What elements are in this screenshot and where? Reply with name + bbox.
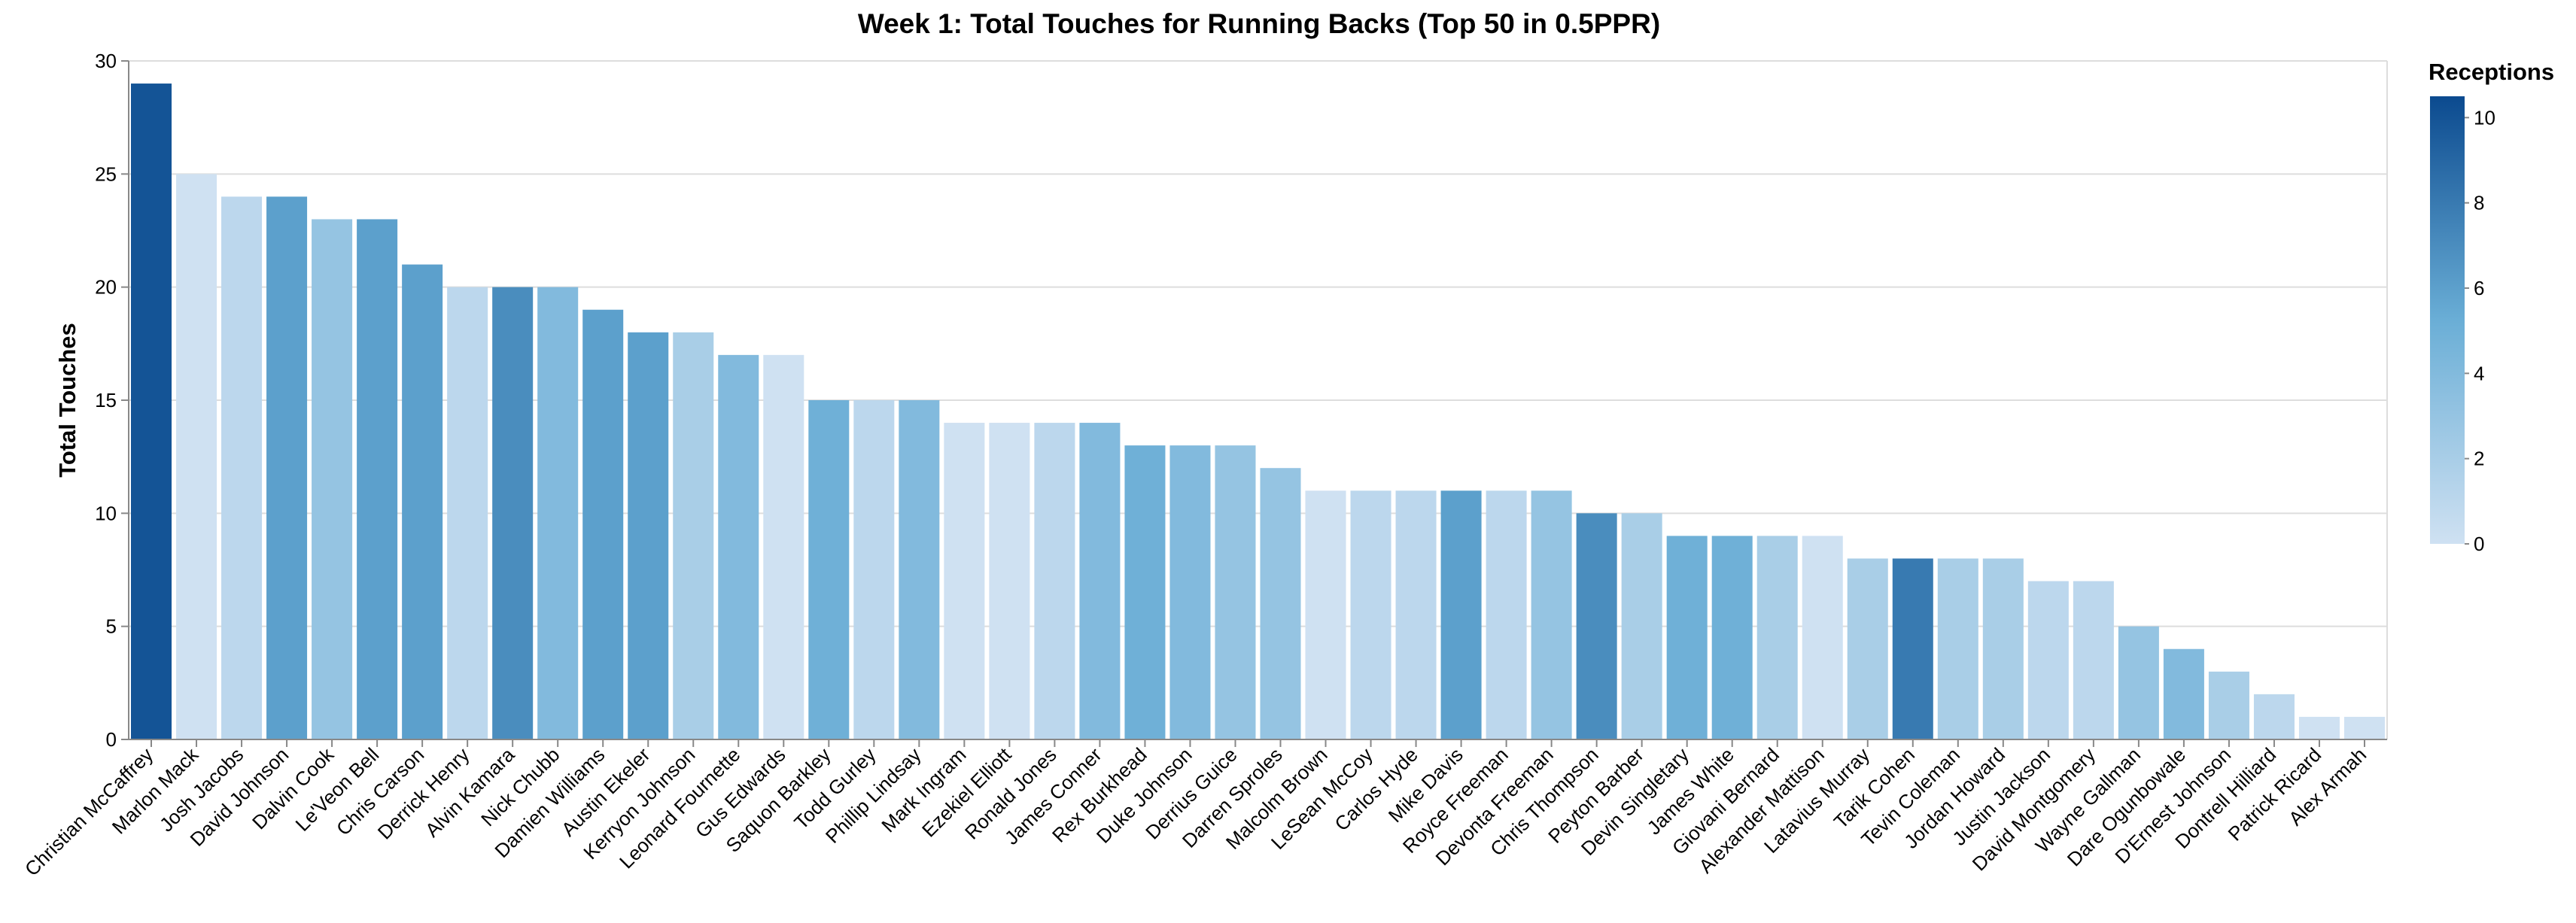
bar <box>1937 558 1978 739</box>
bar <box>1531 490 1572 739</box>
bar <box>1440 490 1482 739</box>
legend-tick-label: 6 <box>2474 277 2484 299</box>
bar <box>628 332 669 739</box>
bar <box>2118 626 2159 739</box>
bar <box>899 400 940 739</box>
color-legend: Receptions 0 2 4 6 8 10 <box>2428 59 2554 555</box>
bar <box>718 354 759 739</box>
bar <box>944 423 985 739</box>
bar <box>989 423 1030 739</box>
bars <box>131 83 2385 740</box>
bar <box>673 332 714 739</box>
bar <box>1395 490 1437 739</box>
bar <box>447 287 488 740</box>
bar <box>2253 694 2295 739</box>
bar <box>1350 490 1391 739</box>
bar <box>221 196 263 739</box>
bar <box>2298 716 2340 739</box>
bar <box>763 354 804 739</box>
bar <box>1756 536 1798 739</box>
bar <box>582 309 624 739</box>
chart-title: Week 1: Total Touches for Running Backs … <box>858 8 1660 39</box>
legend-tick-label: 4 <box>2474 362 2484 384</box>
legend-gradient-bar <box>2430 96 2465 544</box>
bar <box>2027 581 2069 739</box>
y-axis-title: Total Touches <box>54 323 81 478</box>
bar <box>2073 581 2114 739</box>
bar <box>1169 445 1211 739</box>
y-tick-label: 0 <box>106 728 117 751</box>
bar <box>1666 536 1708 739</box>
bar <box>1124 445 1166 739</box>
bar <box>1711 536 1753 739</box>
y-tick-label: 10 <box>95 502 117 524</box>
bar <box>1215 445 1256 739</box>
bar <box>1260 468 1301 739</box>
bar <box>537 287 579 740</box>
legend-ticks: 0 2 4 6 8 10 <box>2465 106 2495 555</box>
y-tick-label: 30 <box>95 50 117 72</box>
bar <box>1576 513 1617 739</box>
bar <box>1802 536 1843 739</box>
bar <box>266 196 308 739</box>
legend-tick-label: 10 <box>2474 106 2495 129</box>
bar <box>1847 558 1888 739</box>
legend-tick-label: 0 <box>2474 533 2484 555</box>
bar <box>1305 490 1346 739</box>
bar <box>853 400 895 739</box>
bar <box>312 219 353 739</box>
bar <box>1621 513 1662 739</box>
bar <box>1079 423 1121 739</box>
bar <box>1034 423 1075 739</box>
legend-tick-label: 8 <box>2474 192 2484 214</box>
y-axis: 0 5 10 15 20 25 30 <box>95 50 129 751</box>
bar <box>131 83 172 740</box>
bar <box>2208 671 2249 739</box>
bar <box>2343 716 2385 739</box>
bar <box>808 400 850 739</box>
bar <box>402 264 443 740</box>
bar <box>176 174 217 740</box>
legend-title: Receptions <box>2428 59 2554 85</box>
bar <box>1892 558 1933 739</box>
y-tick-label: 20 <box>95 276 117 299</box>
bar <box>492 287 534 740</box>
legend-tick-label: 2 <box>2474 448 2484 470</box>
bar <box>357 219 398 739</box>
y-tick-label: 5 <box>106 615 117 638</box>
bar <box>2163 648 2204 739</box>
y-tick-label: 25 <box>95 162 117 185</box>
bar <box>1982 558 2024 739</box>
y-tick-label: 15 <box>95 389 117 411</box>
bar <box>1486 490 1527 739</box>
